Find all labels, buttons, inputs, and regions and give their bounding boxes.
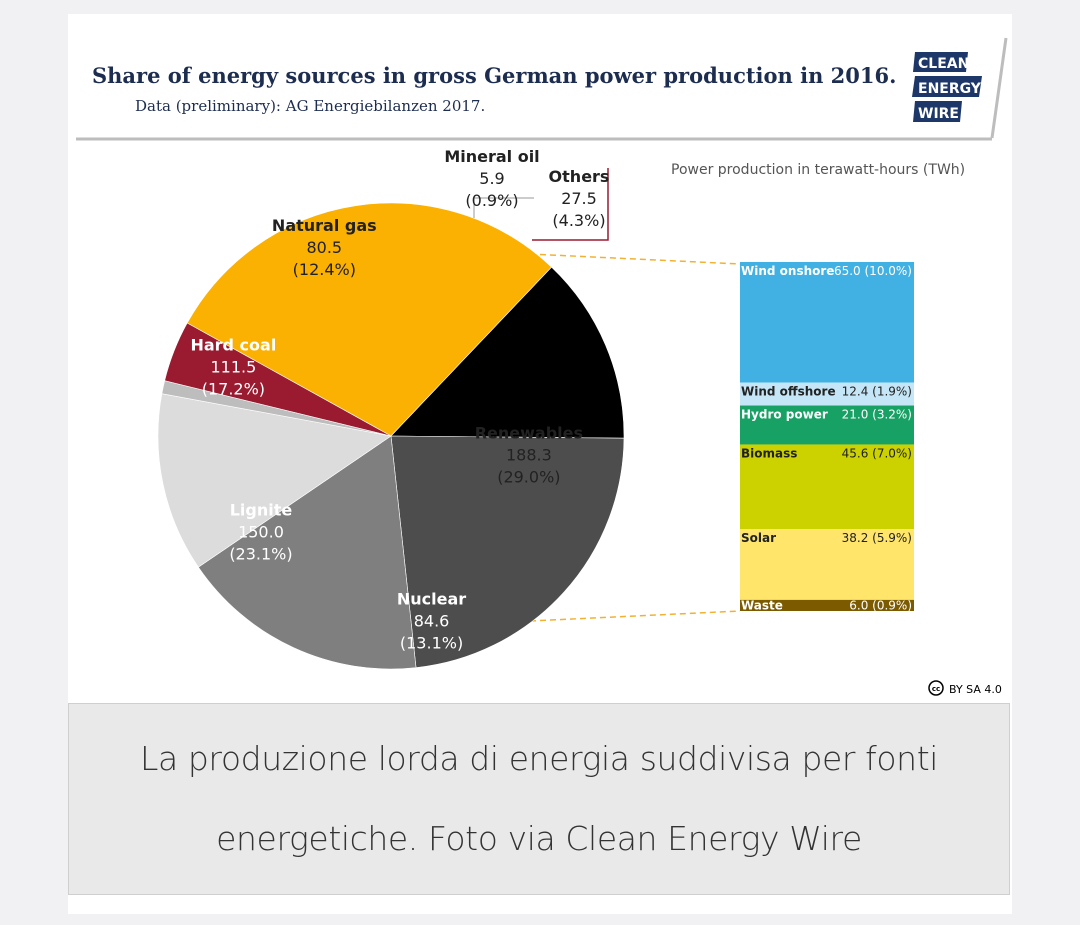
svg-text:cc: cc — [932, 685, 940, 693]
pie-slice-nuclear — [390, 266, 625, 439]
bar-label-solar: Solar — [741, 531, 776, 545]
connector-bottom — [529, 610, 741, 622]
pie-pct-hard-coal: (17.2%) — [202, 379, 265, 398]
image-caption: La produzione lorda di energia suddivisa… — [68, 703, 1010, 895]
logo-line2: ENERGY — [918, 81, 982, 97]
creative-commons-icon — [928, 680, 944, 696]
mineral-oil-callout-line — [473, 197, 534, 222]
pie-slice-lignite — [390, 435, 625, 668]
bar-segment-waste — [740, 599, 914, 611]
pie-value-others: 27.5 — [561, 189, 597, 208]
license-text: BY SA 4.0 — [949, 683, 1002, 696]
pie-pct-renewables: (29.0%) — [497, 467, 560, 486]
pie-slice-hard-coal — [197, 435, 417, 670]
pie-pct-nuclear: (13.1%) — [400, 634, 463, 653]
pie-value-renewables: 188.3 — [506, 445, 552, 464]
pie-value-lignite: 150.0 — [238, 523, 284, 542]
pie-label-renewables: Renewables — [475, 423, 583, 442]
pie-slices — [157, 202, 625, 670]
bar-value-biomass: 45.6 (7.0%) — [842, 446, 912, 460]
pie-slice-natural-gas — [157, 393, 392, 568]
bar-label-wind-offshore: Wind offshore — [741, 385, 836, 399]
pie-pct-natural-gas: (12.4%) — [293, 260, 356, 279]
chart-header: Share of energy sources in gross German … — [76, 37, 1008, 141]
unit-note: Power production in terawatt-hours (TWh) — [671, 162, 965, 178]
bar-segment-hydro-power — [740, 405, 914, 445]
pie-pct-lignite: (23.1%) — [229, 545, 292, 564]
caption-text: La produzione lorda di energia suddivisa… — [139, 739, 939, 858]
bar-label-wind-onshore: Wind onshore — [741, 264, 834, 278]
bar-label-hydro-power: Hydro power — [741, 408, 828, 422]
pie-pct-mineral-oil: (0.9%) — [465, 191, 518, 210]
pie-value-hard-coal: 111.5 — [210, 357, 256, 376]
bar-value-wind-onshore: 65.0 (10.0%) — [834, 264, 912, 278]
logo-line1: CLEAN — [918, 56, 969, 72]
pie-label-lignite: Lignite — [230, 501, 293, 520]
stacked-bar: Wind onshore 65.0 (10.0%) Wind offshore 12.… — [740, 262, 914, 613]
bar-segment-solar — [740, 529, 914, 600]
pie-pct-others: (4.3%) — [552, 211, 605, 230]
clean-energy-wire-logo: CLEAN ENERGY WIRE — [912, 52, 982, 122]
chart-subtitle: Data (preliminary): AG Energiebilanzen 2… — [135, 97, 485, 115]
others-callout-line — [532, 168, 609, 241]
pie-value-mineral-oil: 5.9 — [479, 169, 504, 188]
pie-label-mineral-oil: Mineral oil — [444, 147, 539, 166]
bar-value-waste: 6.0 (0.9%) — [849, 599, 912, 613]
bar-value-wind-offshore: 12.4 (1.9%) — [842, 385, 912, 399]
pie-label-natural-gas: Natural gas — [272, 216, 377, 235]
pie-label-others: Others — [549, 167, 610, 186]
connector-top — [529, 253, 741, 265]
bar-segment-wind-onshore — [740, 262, 914, 383]
bar-label-waste: Waste — [741, 599, 783, 613]
pie-labels: Renewables 188.3 (29.0%) Nuclear 84.6 (13.1%)… — [190, 147, 609, 653]
pie-label-hard-coal: Hard coal — [190, 335, 276, 354]
pie-slice-others — [164, 322, 392, 437]
license-badge: cc BY SA 4.0 — [928, 680, 1002, 696]
pie-label-nuclear: Nuclear — [397, 590, 466, 609]
pie-slice-renewables — [186, 202, 552, 437]
bar-value-hydro-power: 21.0 (3.2%) — [842, 408, 912, 422]
bar-value-solar: 38.2 (5.9%) — [842, 531, 912, 545]
chart-title: Share of energy sources in gross German … — [92, 63, 896, 88]
bar-segment-wind-offshore — [740, 382, 914, 406]
pie-value-nuclear: 84.6 — [414, 612, 450, 631]
pie-value-natural-gas: 80.5 — [306, 238, 342, 257]
logo-line3: WIRE — [918, 106, 959, 122]
bar-label-biomass: Biomass — [741, 446, 797, 460]
bar-segment-biomass — [740, 444, 914, 530]
